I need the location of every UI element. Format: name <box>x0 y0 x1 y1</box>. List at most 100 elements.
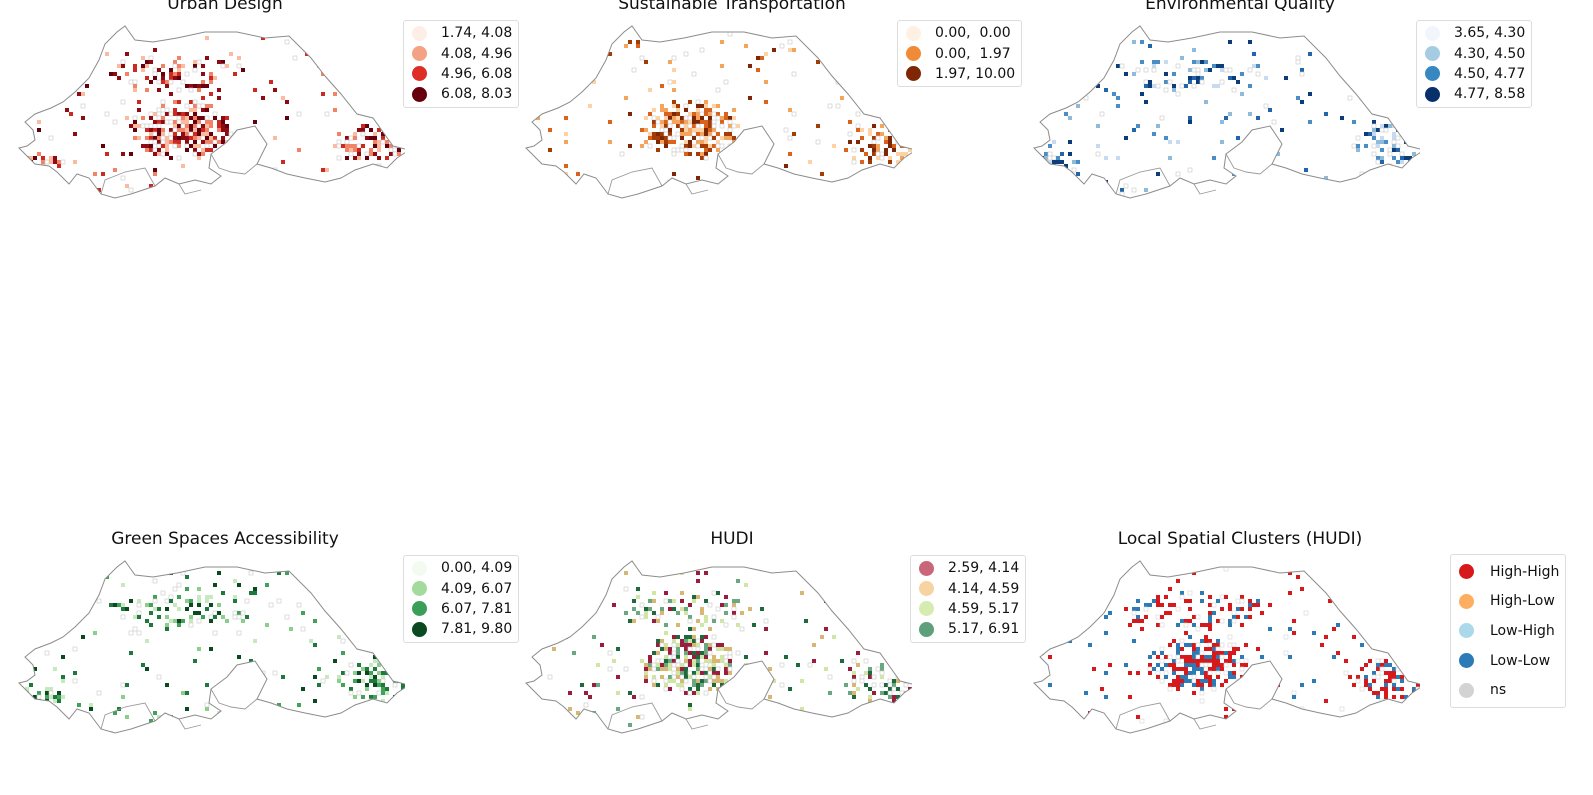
grid-cell <box>1384 679 1388 683</box>
grid-cell <box>173 72 177 76</box>
grid-cell <box>656 116 660 120</box>
grid-cell <box>868 160 872 164</box>
grid-cell <box>337 675 341 679</box>
grid-cells <box>531 27 912 198</box>
grid-cell <box>859 678 865 684</box>
map-title: Urban Design <box>167 0 283 14</box>
grid-cell <box>1211 686 1217 692</box>
grid-cell <box>739 626 745 632</box>
grid-cell <box>668 599 672 603</box>
grid-cell <box>284 39 290 45</box>
legend-item: 4.08, 4.96 <box>412 43 512 63</box>
grid-cell <box>388 131 394 137</box>
grid-cell <box>240 155 246 161</box>
grid-cell <box>671 642 677 648</box>
grid-cell <box>217 120 221 124</box>
grid-cell <box>81 52 85 56</box>
grid-cell <box>1104 88 1108 92</box>
map-title: HUDI <box>710 529 754 549</box>
grid-cell <box>1244 615 1248 619</box>
grid-cell <box>855 111 861 117</box>
grid-cell <box>1120 188 1124 192</box>
grid-cell <box>671 147 677 153</box>
grid-cell <box>1392 687 1396 691</box>
grid-cell <box>1232 615 1236 619</box>
grid-cell <box>201 128 205 132</box>
grid-cell <box>639 602 645 608</box>
grid-cell <box>1212 663 1216 667</box>
grid-cell <box>25 687 29 691</box>
grid-cell <box>1151 67 1157 73</box>
grid-cell <box>1167 686 1173 692</box>
grid-cell <box>101 144 105 148</box>
grid-cell <box>348 135 354 141</box>
grid-cell <box>177 595 181 599</box>
grid-cell <box>883 179 889 185</box>
grid-cell <box>696 643 700 647</box>
grid-cell <box>188 87 194 93</box>
grid-cell <box>221 591 225 595</box>
legend-item: 0.00, 4.09 <box>412 558 512 578</box>
grid-cell <box>1192 48 1196 52</box>
grid-cell <box>712 719 716 723</box>
grid-cell <box>671 650 677 656</box>
grid-cell <box>365 124 369 128</box>
grid-cell <box>393 140 397 144</box>
grid-cell <box>788 152 792 156</box>
grid-cell <box>1080 192 1084 196</box>
grid-cell <box>564 140 568 144</box>
grid-cell <box>232 702 238 708</box>
grid-cell <box>700 611 704 615</box>
grid-cell <box>1139 718 1145 724</box>
grid-cell <box>373 136 377 140</box>
grid-cell <box>628 691 632 695</box>
grid-cell <box>696 104 700 108</box>
grid-cell <box>1136 615 1140 619</box>
grid-cell <box>908 695 912 699</box>
grid-cell <box>908 156 912 160</box>
grid-cell <box>1176 683 1180 687</box>
grid-cell <box>137 108 141 112</box>
grid-cell <box>212 111 218 117</box>
grid-cell <box>1400 687 1404 691</box>
grid-cell <box>607 650 613 656</box>
grid-cell <box>385 687 389 691</box>
grid-cell <box>676 675 680 679</box>
grid-cell <box>321 92 325 96</box>
grid-cell <box>193 136 197 140</box>
grid-cell <box>129 651 133 655</box>
grid-cell <box>879 155 885 161</box>
grid-cell <box>160 135 166 141</box>
grid-cell <box>169 92 173 96</box>
grid-cell <box>1319 722 1325 728</box>
grid-cell <box>668 675 672 679</box>
grid-cell <box>1371 143 1377 149</box>
legend-item: High-Low <box>1459 587 1559 617</box>
grid-cell <box>699 47 705 53</box>
grid-cell <box>852 695 856 699</box>
grid-cell <box>1188 599 1192 603</box>
grid-cell <box>880 667 884 671</box>
grid-cell <box>1327 187 1333 193</box>
grid-cell <box>201 84 205 88</box>
grid-cell <box>377 683 381 687</box>
grid-cell <box>616 675 620 679</box>
grid-cell <box>704 152 708 156</box>
grid-cell <box>639 694 645 700</box>
grid-cell <box>712 659 716 663</box>
grid-cell <box>704 140 708 144</box>
grid-cell <box>1180 655 1184 659</box>
grid-cell <box>708 627 712 631</box>
legend-label: 0.00, 1.97 <box>935 45 1011 62</box>
grid-cell <box>333 659 337 663</box>
grid-cell <box>1372 120 1376 124</box>
grid-cell <box>779 662 785 668</box>
grid-cell <box>676 647 680 651</box>
grid-cell <box>1384 695 1388 699</box>
grid-cell <box>700 655 704 659</box>
grid-cell <box>708 124 712 128</box>
grid-cell <box>33 695 37 699</box>
grid-cell <box>232 614 238 620</box>
grid-cell <box>672 88 676 92</box>
grid-cell <box>683 678 689 684</box>
